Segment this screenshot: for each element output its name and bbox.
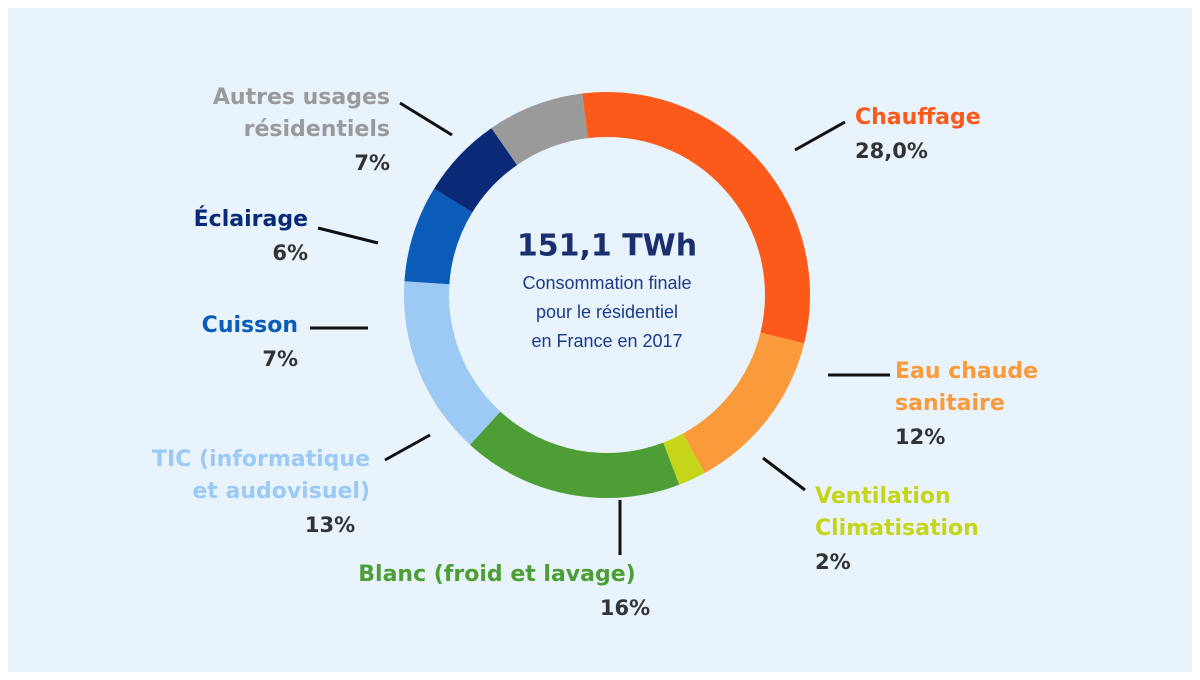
value-label: 2% <box>815 550 851 574</box>
donut-segment <box>683 332 805 473</box>
category-label: TIC (informatique et audovisuel) <box>152 447 370 504</box>
donut-segment <box>582 92 811 344</box>
donut-segment <box>404 188 473 285</box>
value-label: 7% <box>262 347 298 371</box>
value-label: 6% <box>272 241 308 265</box>
value-label: 13% <box>305 513 355 537</box>
value-label: 28,0% <box>855 139 928 163</box>
leader-line <box>399 101 453 137</box>
leader-line <box>794 120 846 152</box>
category-label: Cuisson <box>202 313 298 338</box>
category-label: Éclairage <box>194 206 308 232</box>
value-label: 12% <box>895 425 945 449</box>
value-label: 7% <box>354 151 390 175</box>
category-label: Eau chaude sanitaire <box>895 359 1038 416</box>
category-label: Blanc (froid et lavage) <box>358 562 635 587</box>
donut-segment <box>491 93 588 166</box>
donut-segment <box>469 411 680 498</box>
donut-segment <box>404 281 501 445</box>
category-label: Ventilation Climatisation <box>815 484 979 541</box>
category-label: Autres usages résidentiels <box>213 85 390 142</box>
center-text: Consommation finale <box>522 273 691 293</box>
donut-segment <box>434 128 518 213</box>
leader-line <box>762 456 806 492</box>
value-label: 16% <box>600 596 650 620</box>
center-text: en France en 2017 <box>531 331 682 351</box>
center-text: pour le résidentiel <box>536 302 678 322</box>
leader-line <box>317 226 379 245</box>
center-title: 151,1 TWh <box>517 229 697 264</box>
leader-line <box>384 433 431 462</box>
donut-segment <box>663 433 705 485</box>
category-label: Chauffage <box>855 105 981 130</box>
